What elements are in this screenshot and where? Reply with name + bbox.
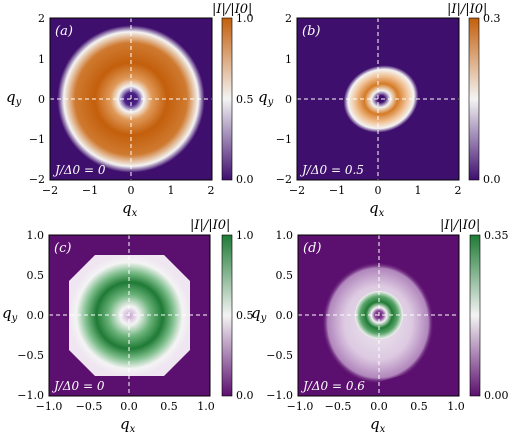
axes-frame-b	[296, 17, 460, 181]
y-tick-label: 1.0	[27, 229, 45, 242]
panel-b: (b) J/Δ0 = 0.5 −2 −1 0 1 2 2 1 0 −1 −2 q…	[258, 2, 501, 219]
colorbar-tick-label: 0.0	[236, 173, 254, 186]
y-tick-label: 2	[285, 12, 292, 25]
y-tick-label: −1	[29, 133, 45, 146]
axes-frame-c	[48, 234, 211, 397]
x-tick-label: 2	[455, 184, 462, 197]
panel-d: (d) J/Δ0 = 0.6 −1.0 −0.5 0.0 0.5 1.0 1.0…	[251, 218, 509, 435]
colorbar-d	[469, 234, 481, 397]
y-axis-label-d: qy	[251, 304, 267, 324]
y-axis-label-c: qy	[2, 304, 18, 324]
x-tick-label: −2	[42, 184, 58, 197]
x-ticks-d: −1.0 −0.5 0.0 0.5 1.0	[287, 400, 465, 413]
x-tick-label: 1	[415, 184, 422, 197]
y-tick-label: 0.0	[276, 309, 294, 322]
x-tick-label: −1	[329, 184, 345, 197]
y-tick-label: −1	[276, 133, 292, 146]
x-tick-label: 0	[375, 184, 382, 197]
colorbar-tick-label: 0.5	[236, 93, 254, 106]
x-tick-label: −0.5	[325, 400, 352, 413]
x-tick-label: 0	[128, 184, 135, 197]
y-tick-label: 1	[38, 53, 45, 66]
x-tick-label: 0.0	[370, 400, 388, 413]
x-tick-label: 1.0	[447, 400, 465, 413]
panel-label-b: (b)	[302, 24, 320, 39]
x-axis-label-c: qx	[120, 415, 136, 435]
x-ticks-a: −2 −1 0 1 2	[42, 184, 215, 197]
y-ticks-a: 2 1 0 −1 −2	[29, 12, 45, 186]
annotation-d: J/Δ0 = 0.6	[300, 379, 365, 393]
y-tick-label: 0	[285, 93, 292, 106]
y-tick-label: 1	[285, 53, 292, 66]
colorbar-title-b: |I|/|I0|	[447, 2, 487, 17]
y-ticks-b: 2 1 0 −1 −2	[276, 12, 292, 186]
panel-a: (a) J/Δ0 = 0 −2 −1 0 1 2 2 1 0 −1 −2 qx …	[6, 2, 254, 219]
x-axis-label-a: qx	[122, 199, 138, 219]
colorbar-title-c: |I|/|I0|	[190, 218, 230, 233]
colorbar-title-a: |I|/|I0|	[212, 2, 252, 17]
y-tick-label: 0.5	[276, 269, 294, 282]
x-tick-label: −1.0	[36, 400, 63, 413]
x-axis-label-d: qx	[370, 415, 386, 435]
y-tick-label: 2	[38, 12, 45, 25]
y-tick-label: −1.0	[17, 389, 44, 402]
colorbar-tick-label: 1.0	[236, 12, 254, 25]
y-tick-label: 0.0	[27, 309, 45, 322]
colorbar-tick-label: 0.35	[484, 229, 509, 242]
panel-label-a: (a)	[55, 24, 73, 39]
annotation-c: J/Δ0 = 0	[51, 379, 105, 393]
x-ticks-c: −1.0 −0.5 0.0 0.5 1.0	[36, 400, 215, 413]
colorbar-c	[221, 234, 233, 397]
y-tick-label: 0	[38, 93, 45, 106]
y-tick-label: 1.0	[276, 229, 294, 242]
colorbar-title-d: |I|/|I0|	[440, 218, 480, 233]
colorbar-tick-label: 1.0	[236, 229, 254, 242]
x-ticks-b: −2 −1 0 1 2	[289, 184, 462, 197]
axes-frame-a	[49, 17, 213, 181]
annotation-a: J/Δ0 = 0	[52, 163, 106, 177]
y-tick-label: 0.5	[27, 269, 45, 282]
y-axis-label-b: qy	[258, 88, 274, 108]
x-tick-label: −0.5	[76, 400, 103, 413]
panel-label-c: (c)	[54, 241, 71, 256]
annotation-b: J/Δ0 = 0.5	[299, 163, 364, 177]
axes-frame-d	[297, 234, 460, 397]
colorbar-tick-label: 0.0	[236, 389, 254, 402]
panel-label-d: (d)	[303, 241, 321, 256]
x-tick-label: −1.0	[287, 400, 314, 413]
x-tick-label: 0.5	[160, 400, 178, 413]
y-tick-label: −0.5	[266, 349, 293, 362]
colorbar-tick-label: 0.3	[483, 12, 501, 25]
x-tick-label: −1	[82, 184, 98, 197]
y-ticks-c: 1.0 0.5 0.0 −0.5 −1.0	[17, 229, 44, 402]
x-tick-label: 1.0	[197, 400, 215, 413]
colorbar-a	[221, 17, 233, 181]
colorbar-tick-label: 0.00	[484, 389, 509, 402]
y-axis-label-a: qy	[6, 88, 22, 108]
x-axis-label-b: qx	[369, 199, 385, 219]
y-ticks-d: 1.0 0.5 0.0 −0.5 −1.0	[266, 229, 293, 402]
x-tick-label: 2	[208, 184, 215, 197]
panel-c: (c) J/Δ0 = 0 −1.0 −0.5 0.0 0.5 1.0 1.0 0…	[2, 218, 254, 435]
y-tick-label: −1.0	[266, 389, 293, 402]
y-tick-label: −0.5	[17, 349, 44, 362]
colorbar-tick-label: 0.0	[483, 173, 501, 186]
colorbar-tick-label: 0.5	[236, 309, 254, 322]
x-tick-label: 1	[168, 184, 175, 197]
x-tick-label: 0.5	[410, 400, 428, 413]
colorbar-b	[468, 17, 480, 181]
y-tick-label: −2	[29, 173, 45, 186]
x-tick-label: 0.0	[120, 400, 138, 413]
x-tick-label: −2	[289, 184, 305, 197]
y-tick-label: −2	[276, 173, 292, 186]
